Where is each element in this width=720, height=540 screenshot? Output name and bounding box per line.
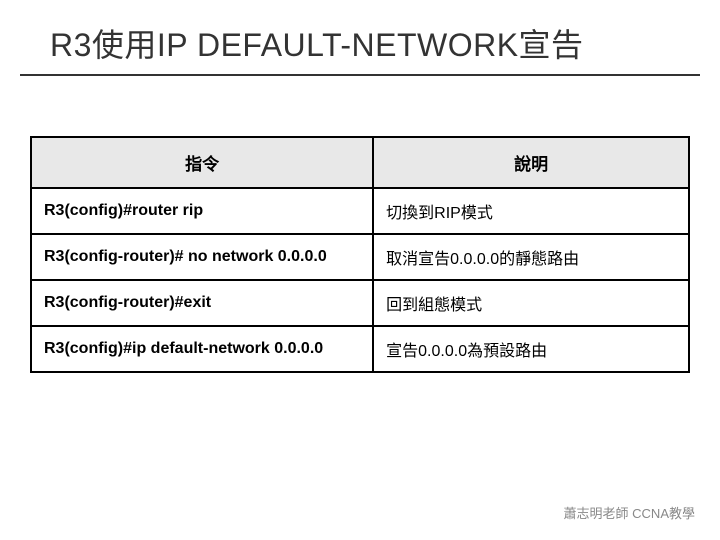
cell-cmd: R3(config)#ip default-network 0.0.0.0	[31, 326, 373, 372]
command-table-container: 指令 說明 R3(config)#router rip 切換到RIP模式 R3(…	[0, 136, 720, 373]
header-desc: 說明	[373, 137, 689, 188]
cell-cmd: R3(config-router)#exit	[31, 280, 373, 326]
command-table: 指令 說明 R3(config)#router rip 切換到RIP模式 R3(…	[30, 136, 690, 373]
footer-credit: 蕭志明老師 CCNA教學	[564, 503, 695, 522]
cell-desc: 取消宣告0.0.0.0的靜態路由	[373, 234, 689, 280]
page-title: R3使用IP DEFAULT-NETWORK宣告	[20, 0, 700, 76]
table-row: R3(config)#ip default-network 0.0.0.0 宣告…	[31, 326, 689, 372]
cell-desc: 宣告0.0.0.0為預設路由	[373, 326, 689, 372]
header-cmd: 指令	[31, 137, 373, 188]
cell-cmd: R3(config)#router rip	[31, 188, 373, 234]
cell-desc: 切換到RIP模式	[373, 188, 689, 234]
cell-desc: 回到組態模式	[373, 280, 689, 326]
cell-cmd: R3(config-router)# no network 0.0.0.0	[31, 234, 373, 280]
table-row: R3(config-router)#exit 回到組態模式	[31, 280, 689, 326]
table-header-row: 指令 說明	[31, 137, 689, 188]
table-row: R3(config-router)# no network 0.0.0.0 取消…	[31, 234, 689, 280]
table-row: R3(config)#router rip 切換到RIP模式	[31, 188, 689, 234]
